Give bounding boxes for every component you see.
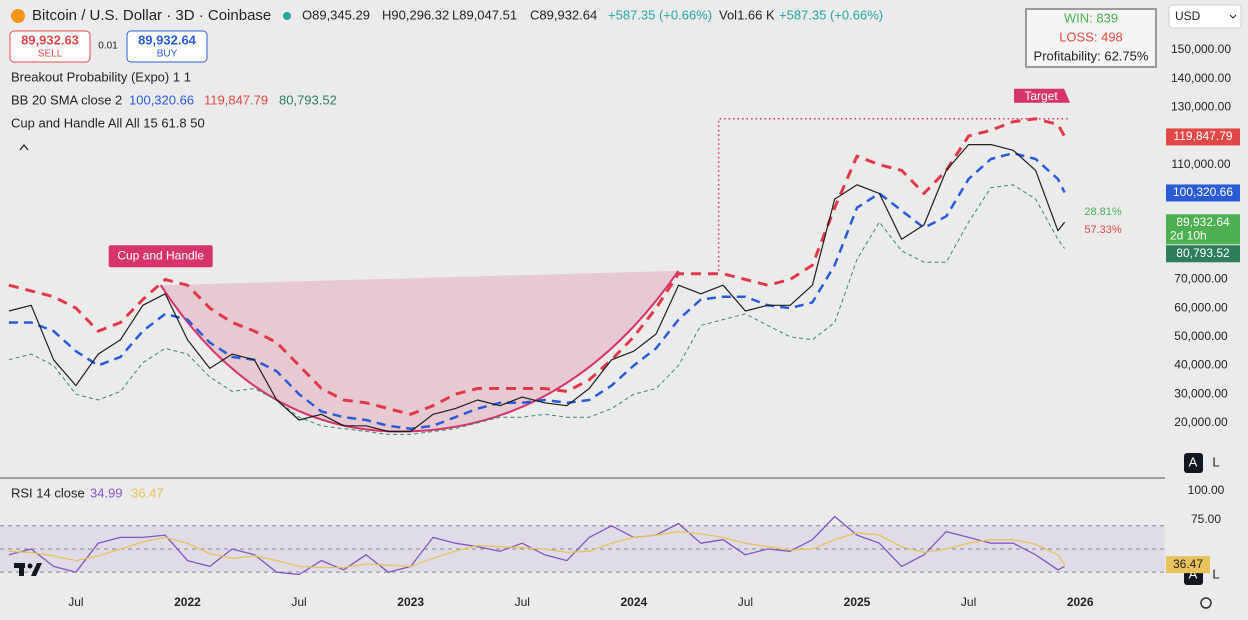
auto-scale-label[interactable]: A xyxy=(1189,454,1198,469)
currency-box[interactable] xyxy=(1168,4,1242,29)
y-tick-label: 30,000.00 xyxy=(1174,386,1228,400)
series-line xyxy=(8,117,1066,416)
buy-price[interactable]: 89,932.64 xyxy=(138,32,197,47)
indicator-cup[interactable]: Cup and Handle All All 15 61.8 50 xyxy=(11,115,205,130)
price-label: 119,847.79 xyxy=(1173,129,1232,143)
series-line xyxy=(8,184,1066,435)
cup-label: Cup and Handle xyxy=(117,248,204,262)
x-tick-label: 2023 xyxy=(397,595,424,609)
spread: 0.01 xyxy=(98,41,118,52)
y-tick-label: 20,000.00 xyxy=(1174,415,1228,429)
rsi-legend-value: 34.99 xyxy=(90,485,123,500)
x-tick-label: Jul xyxy=(961,595,976,609)
buy-box[interactable] xyxy=(126,30,208,63)
ohlc-close: C89,932.64 xyxy=(530,7,597,22)
y-tick-label: 140,000.00 xyxy=(1171,71,1231,85)
coin-icon xyxy=(11,9,25,23)
y-tick-label: 40,000.00 xyxy=(1174,358,1228,372)
series-line xyxy=(8,515,1065,576)
sell-box[interactable] xyxy=(9,30,91,63)
volume-change: +587.35 (+0.66%) xyxy=(779,7,883,22)
countdown-label: 2d 10h xyxy=(1170,228,1207,242)
symbol-title: Bitcoin / U.S. Dollar · 3D · Coinbase xyxy=(32,7,271,24)
stats-win: WIN: 839 xyxy=(1064,10,1118,25)
sell-price[interactable]: 89,932.63 xyxy=(21,32,79,47)
currency-select[interactable]: USD xyxy=(1168,4,1242,29)
price-label-box xyxy=(1166,245,1240,263)
sell-button[interactable]: 89,932.63 SELL xyxy=(9,30,91,63)
price-label: 80,793.52 xyxy=(1176,246,1230,260)
y-tick-label: 70,000.00 xyxy=(1174,272,1228,286)
x-tick-label: Jul xyxy=(738,595,753,609)
series-line xyxy=(8,151,1066,430)
y-tick-label: 50,000.00 xyxy=(1174,329,1228,343)
log-scale-label[interactable]: L xyxy=(1212,454,1219,469)
auto-scale-label[interactable]: A xyxy=(1189,566,1198,581)
sell-label[interactable]: SELL xyxy=(38,49,63,60)
x-tick-label: Jul xyxy=(515,595,530,609)
x-tick-label: 2025 xyxy=(844,595,871,609)
stats-profitability: Profitability: 62.75% xyxy=(1034,48,1149,63)
price-panel xyxy=(8,117,1070,435)
tv-logo xyxy=(14,563,42,576)
collapse-caret[interactable] xyxy=(19,143,29,151)
buy-button[interactable]: 89,932.64 BUY xyxy=(126,30,208,63)
cup-fill xyxy=(160,270,679,432)
logo-part xyxy=(19,563,24,576)
price-label-box xyxy=(1166,184,1240,202)
auto-scale-button[interactable] xyxy=(1184,453,1203,473)
target-label: Target xyxy=(1024,89,1058,103)
currency[interactable]: USD xyxy=(1175,9,1201,23)
y-tick-label: 130,000.00 xyxy=(1171,99,1231,113)
y-tick-label: 75.00 xyxy=(1191,512,1221,526)
volume: Vol1.66 K xyxy=(719,7,775,22)
x-tick-label: 2024 xyxy=(620,595,647,609)
status-dot xyxy=(283,12,291,20)
rsi-value-box xyxy=(1166,556,1210,574)
stats-box xyxy=(1025,8,1157,68)
percent-label: 28.81% xyxy=(1084,206,1122,218)
x-tick-label: Jul xyxy=(291,595,306,609)
dropdown-caret[interactable] xyxy=(1229,14,1237,19)
cup-label-box xyxy=(108,245,213,268)
target-label-box xyxy=(1014,88,1071,103)
rsi-legend-value: 36.47 xyxy=(131,485,164,500)
bb-basis-value: 100,320.66 xyxy=(129,92,194,107)
ohlc-high: H90,296.32 xyxy=(382,7,449,22)
log-scale-label[interactable]: L xyxy=(1212,566,1219,581)
series-line xyxy=(8,530,1066,569)
y-tick-label: 110,000.00 xyxy=(1171,157,1230,171)
x-tick-label: Jul xyxy=(68,595,83,609)
price-label-box xyxy=(1166,128,1240,146)
logo-part xyxy=(27,563,33,569)
logo-part xyxy=(31,563,42,576)
percent-label: 57.33% xyxy=(1084,224,1122,236)
rsi-band xyxy=(0,525,1165,573)
rsi-value-label: 36.47 xyxy=(1173,557,1203,571)
bb-upper-value: 119,847.79 xyxy=(204,92,268,107)
settings-icon[interactable] xyxy=(1200,597,1212,609)
bb-lower-value: 80,793.52 xyxy=(279,92,337,107)
price-label: 89,932.64 xyxy=(1176,215,1230,229)
target-line xyxy=(717,118,1070,271)
x-tick-label: 2022 xyxy=(174,595,201,609)
stats-loss: LOSS: 498 xyxy=(1059,29,1123,44)
price-label-box xyxy=(1166,214,1240,245)
indicator-bb[interactable]: BB 20 SMA close 2 xyxy=(11,92,122,107)
y-tick-label: 100.00 xyxy=(1188,483,1225,497)
buy-label[interactable]: BUY xyxy=(157,49,178,60)
ohlc-open: O89,345.29 xyxy=(302,7,370,22)
y-tick-label: 60,000.00 xyxy=(1174,300,1228,314)
series-line xyxy=(8,144,1066,433)
ohlc-change: +587.35 (+0.66%) xyxy=(608,7,712,22)
rsi-title: RSI 14 close xyxy=(11,485,85,500)
price-label: 100,320.66 xyxy=(1173,185,1233,199)
y-tick-label: 150,000.00 xyxy=(1171,42,1231,56)
rsi-panel xyxy=(0,515,1165,576)
ohlc-low: L89,047.51 xyxy=(452,7,517,22)
x-tick-label: 2026 xyxy=(1067,595,1094,609)
indicator-breakout[interactable]: Breakout Probability (Expo) 1 1 xyxy=(11,69,191,84)
